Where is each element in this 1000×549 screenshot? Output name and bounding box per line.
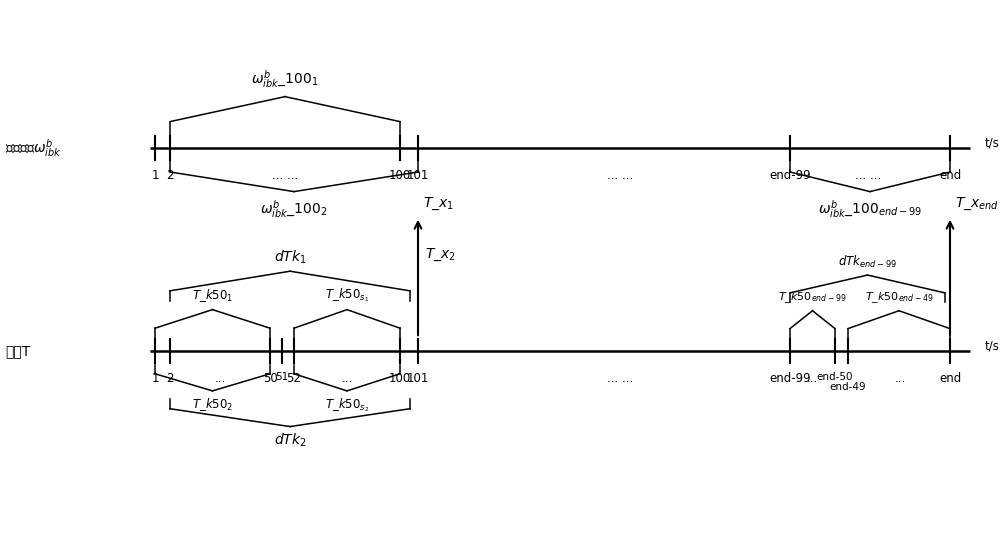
Text: $\omega^b_{ibk}$$\_100_2$: $\omega^b_{ibk}$$\_100_2$ bbox=[260, 198, 328, 220]
Text: 100: 100 bbox=[389, 169, 411, 182]
Text: end-99: end-99 bbox=[769, 372, 811, 385]
Text: 1: 1 bbox=[151, 169, 159, 182]
Text: ... ...: ... ... bbox=[272, 169, 298, 182]
Text: end-99: end-99 bbox=[769, 169, 811, 182]
Text: 101: 101 bbox=[407, 372, 429, 385]
Text: $dTk_{end-99}$: $dTk_{end-99}$ bbox=[838, 254, 897, 270]
Text: 52: 52 bbox=[287, 372, 301, 385]
Text: $T\_k50_2$: $T\_k50_2$ bbox=[192, 396, 233, 413]
Text: $T\_x_1$: $T\_x_1$ bbox=[423, 196, 454, 212]
Text: 温度T: 温度T bbox=[5, 344, 30, 358]
Text: t/s: t/s bbox=[985, 136, 1000, 149]
Text: end: end bbox=[939, 372, 961, 385]
Text: $dTk_1$: $dTk_1$ bbox=[274, 248, 306, 266]
Text: $\omega^b_{ibk}$$\_100_{end-99}$: $\omega^b_{ibk}$$\_100_{end-99}$ bbox=[818, 198, 922, 220]
Text: 51: 51 bbox=[275, 372, 289, 382]
Text: 100: 100 bbox=[389, 372, 411, 385]
Text: 陀螺输出$\omega^b_{ibk}$: 陀螺输出$\omega^b_{ibk}$ bbox=[5, 137, 61, 159]
Text: end: end bbox=[939, 169, 961, 182]
Text: ...: ... bbox=[341, 372, 353, 385]
Text: 101: 101 bbox=[407, 169, 429, 182]
Text: ... ...: ... ... bbox=[607, 169, 633, 182]
Text: ... ...: ... ... bbox=[855, 169, 881, 182]
Text: ... ...: ... ... bbox=[607, 372, 633, 385]
Text: $T\_k50_{end-99}$: $T\_k50_{end-99}$ bbox=[778, 290, 847, 305]
Text: $T\_x_2$: $T\_x_2$ bbox=[425, 247, 456, 264]
Text: 1: 1 bbox=[151, 372, 159, 385]
Text: t/s: t/s bbox=[985, 339, 1000, 352]
Text: end-50: end-50 bbox=[817, 372, 853, 382]
Text: $T\_x_{end-99}$: $T\_x_{end-99}$ bbox=[955, 196, 1000, 212]
Text: ...: ... bbox=[894, 372, 906, 385]
Text: 2: 2 bbox=[166, 372, 174, 385]
Text: 50: 50 bbox=[263, 372, 277, 385]
Text: end-49: end-49 bbox=[830, 382, 866, 391]
Text: $T\_k50_{s_1}$: $T\_k50_{s_1}$ bbox=[325, 287, 369, 304]
Text: $dTk_2$: $dTk_2$ bbox=[274, 432, 306, 450]
Text: $\omega^b_{ibk}$$\_100_1$: $\omega^b_{ibk}$$\_100_1$ bbox=[251, 68, 319, 90]
Text: $T\_k50_{s_2}$: $T\_k50_{s_2}$ bbox=[325, 396, 369, 414]
Text: ...: ... bbox=[806, 372, 818, 385]
Text: $T\_k50_{end-49}$: $T\_k50_{end-49}$ bbox=[865, 290, 933, 305]
Text: $T\_k50_1$: $T\_k50_1$ bbox=[192, 287, 233, 304]
Text: ...: ... bbox=[214, 372, 226, 385]
Text: 2: 2 bbox=[166, 169, 174, 182]
